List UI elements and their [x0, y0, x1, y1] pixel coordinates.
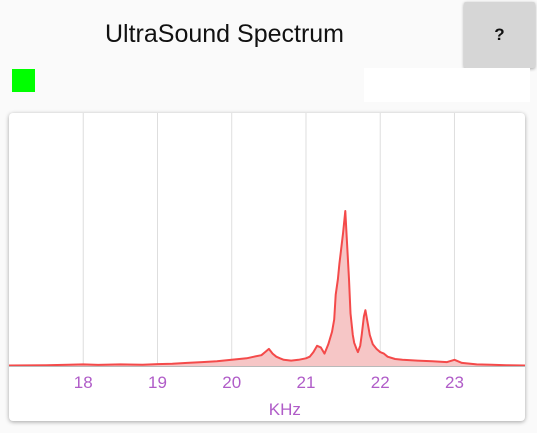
help-button[interactable]: ? [464, 2, 535, 68]
app-title: UltraSound Spectrum [105, 20, 345, 48]
x-tick-label-21: 21 [297, 373, 316, 392]
spectrum-chart: 18 19 20 21 22 23 KHz [9, 113, 525, 421]
spectrum-area [9, 211, 525, 366]
x-tick-labels: 18 19 20 21 22 23 [74, 373, 464, 392]
x-tick-label-22: 22 [371, 373, 390, 392]
spectrum-line [9, 210, 525, 367]
blank-panel [364, 68, 530, 102]
chart-grid [82, 113, 455, 366]
x-tick-label-19: 19 [148, 373, 167, 392]
spectrum-chart-svg: 18 19 20 21 22 23 KHz [9, 113, 525, 419]
x-tick-label-20: 20 [222, 373, 241, 392]
x-tick-label-18: 18 [74, 373, 93, 392]
status-indicator [12, 69, 35, 92]
x-tick-label-23: 23 [445, 373, 464, 392]
x-axis-label: KHz [269, 400, 301, 419]
